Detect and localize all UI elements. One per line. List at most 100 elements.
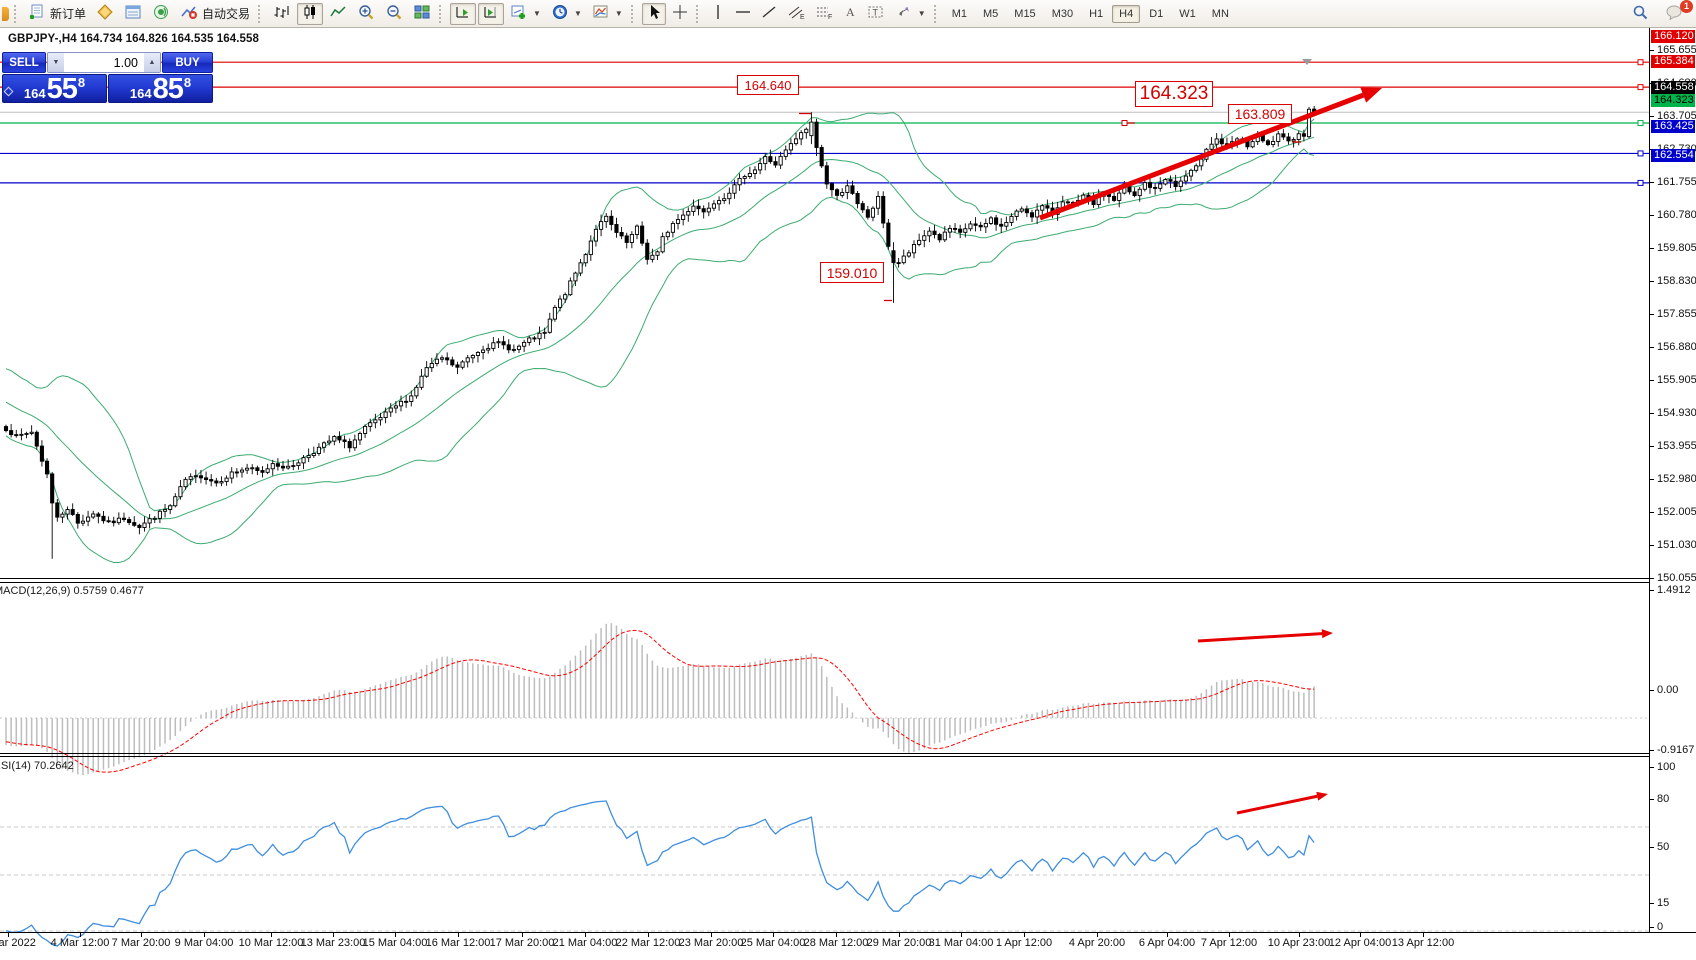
price-annotation[interactable]: 163.809 — [1228, 104, 1292, 124]
time-axis-label: 9 Mar 04:00 — [174, 937, 234, 949]
bar-chart-mode-button[interactable] — [269, 3, 295, 25]
chart-shift-button[interactable] — [478, 2, 505, 25]
svg-text:A: A — [846, 5, 855, 19]
time-axis-tick — [8, 933, 9, 937]
tile-windows-button[interactable] — [409, 3, 435, 25]
crosshair-tool-button[interactable] — [668, 3, 692, 25]
toolbar-drag-handle[interactable] — [439, 4, 446, 23]
search-button[interactable] — [1628, 3, 1653, 25]
price-axis-tick: 159.805 — [1657, 241, 1696, 254]
axis-tick-mark — [1650, 847, 1654, 848]
panel-separator[interactable] — [0, 753, 1649, 754]
market-watch-icon — [96, 4, 114, 23]
clock-icon — [551, 4, 569, 23]
price-axis[interactable]: 165.655164.680163.705162.730161.755160.7… — [1650, 28, 1696, 933]
time-axis-tick — [1167, 933, 1168, 937]
macd-indicator-label: MACD(12,26,9) 0.5759 0.4677 — [0, 585, 144, 597]
panel-separator[interactable] — [0, 582, 1649, 583]
time-axis-tick — [333, 933, 334, 937]
timeframe-m1[interactable]: M1 — [945, 5, 974, 23]
zoom-in-button[interactable] — [353, 3, 379, 25]
time-axis-border — [0, 932, 1696, 933]
cursor-tool-button[interactable] — [641, 2, 666, 25]
main-chart-canvas[interactable] — [0, 56, 1649, 606]
text-tool-button[interactable]: A — [839, 3, 861, 25]
price-annotation[interactable]: 159.010 — [820, 262, 884, 283]
arrows-tool-button[interactable]: ▼ — [891, 3, 930, 25]
buy-price-display[interactable]: 164 85 8 — [108, 73, 213, 105]
svg-text:E: E — [800, 14, 805, 20]
time-axis-label: 13 Apr 12:00 — [1391, 937, 1455, 949]
time-axis-label: 7 Apr 12:00 — [1200, 937, 1258, 949]
auto-scroll-icon — [454, 4, 472, 23]
time-axis-label: 1 Apr 12:00 — [995, 937, 1053, 949]
equidistant-channel-icon: E — [787, 4, 805, 23]
signals-button[interactable] — [148, 3, 174, 25]
zoom-out-icon — [385, 4, 403, 23]
price-annotation[interactable]: 164.640 — [737, 75, 799, 95]
candlestick-mode-button[interactable] — [297, 2, 324, 25]
auto-scroll-button[interactable] — [450, 2, 477, 25]
axis-tick-mark — [1650, 903, 1654, 904]
time-axis-tick — [648, 933, 649, 937]
price-axis-tick: 165.655 — [1657, 43, 1696, 56]
time-axis-label: 31 Mar 04:00 — [928, 937, 994, 949]
timeframe-w1[interactable]: W1 — [1172, 5, 1203, 23]
toolbar-drag-handle[interactable] — [630, 4, 638, 23]
toolbar-drag-handle[interactable] — [933, 4, 941, 23]
price-annotation[interactable]: 164.323 — [1135, 81, 1213, 107]
market-watch-button[interactable] — [92, 3, 118, 25]
svg-text:T: T — [872, 8, 878, 18]
axis-tick-mark — [1650, 511, 1654, 513]
volume-increase-button[interactable]: ▲ — [144, 53, 160, 72]
fibonacci-tool-button[interactable]: F — [811, 3, 837, 25]
templates-button[interactable]: ▼ — [588, 3, 627, 25]
volume-decrease-button[interactable]: ▼ — [48, 53, 64, 72]
time-axis-tick — [80, 933, 81, 937]
time-axis-label: 29 Mar 20:00 — [866, 937, 932, 949]
toolbar-drag-handle[interactable] — [695, 4, 703, 23]
new-order-button[interactable]: 新订单 — [25, 3, 90, 25]
auto-trading-button[interactable]: 自动交易 — [176, 3, 254, 25]
timeframe-m30[interactable]: M30 — [1045, 5, 1080, 23]
periods-button[interactable]: ▼ — [547, 3, 586, 25]
panel-separator[interactable] — [0, 756, 1649, 757]
rsi-panel-canvas[interactable] — [0, 785, 1649, 960]
chart-window-button[interactable] — [120, 3, 146, 25]
text-label-tool-button[interactable]: T — [863, 3, 889, 25]
axis-tick-mark — [1650, 590, 1654, 592]
dropdown-caret: ▼ — [614, 9, 623, 18]
sell-button[interactable]: SELL — [2, 52, 46, 73]
timeframe-m15[interactable]: M15 — [1007, 5, 1042, 23]
new-chart-button[interactable]: ▼ — [506, 3, 545, 25]
timeframe-d1[interactable]: D1 — [1142, 5, 1170, 23]
channel-tool-button[interactable]: E — [783, 3, 809, 25]
toolbar-drag-handle[interactable] — [258, 4, 265, 23]
sell-price-display[interactable]: 164 55 8 — [2, 74, 107, 104]
vertical-line-tool-button[interactable] — [707, 3, 729, 25]
time-axis-label: 21 Mar 04:00 — [552, 937, 618, 949]
volume-input[interactable] — [64, 53, 144, 72]
horizontal-line-icon — [735, 4, 751, 23]
toolbar-drag-handle[interactable] — [14, 4, 21, 23]
macd-panel-canvas[interactable] — [0, 612, 1649, 781]
timeframe-h1[interactable]: H1 — [1082, 5, 1110, 23]
timeframe-m5[interactable]: M5 — [976, 5, 1005, 23]
time-axis[interactable]: 4 Mar 2022 4 Mar 12:007 Mar 20:009 Mar 04… — [0, 933, 1696, 950]
trendline-tool-button[interactable] — [757, 3, 781, 25]
notifications-button[interactable]: 1 — [1661, 0, 1693, 25]
timeframe-h4[interactable]: H4 — [1112, 4, 1141, 23]
time-axis-label: 25 Mar 04:00 — [740, 937, 806, 949]
buy-price-sup: 8 — [183, 75, 192, 90]
line-chart-mode-button[interactable] — [325, 3, 351, 25]
horizontal-line-tool-button[interactable] — [731, 3, 755, 25]
timeframe-mn[interactable]: MN — [1205, 5, 1236, 23]
panel-separator[interactable] — [0, 578, 1649, 579]
time-axis-label: 4 Mar 12:00 — [50, 937, 110, 949]
zoom-out-button[interactable] — [381, 3, 407, 25]
time-axis-tick — [271, 933, 272, 937]
buy-button[interactable]: BUY — [162, 52, 213, 73]
price-axis-tick: 160.780 — [1657, 208, 1696, 221]
time-axis-tick — [1360, 933, 1361, 937]
buy-price-main: 85 — [152, 73, 184, 105]
